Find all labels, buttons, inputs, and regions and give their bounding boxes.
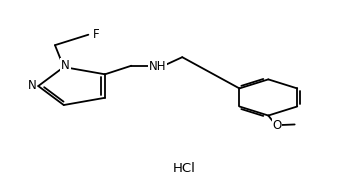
Text: F: F	[93, 28, 99, 41]
Text: O: O	[273, 119, 282, 132]
Text: N: N	[28, 79, 36, 92]
Text: HCl: HCl	[173, 162, 195, 175]
Text: N: N	[61, 59, 70, 72]
Text: NH: NH	[149, 60, 166, 73]
